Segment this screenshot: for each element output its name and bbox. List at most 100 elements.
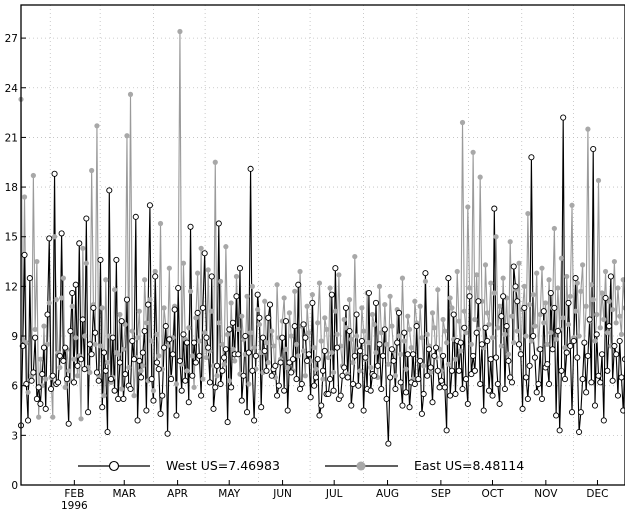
west-us-point: [339, 372, 346, 379]
west-us-point: [293, 376, 300, 383]
west-us-point: [379, 352, 387, 359]
west-us-point: [127, 385, 134, 393]
east-us-point: [396, 333, 402, 339]
west-us-point: [159, 392, 166, 399]
west-us-point: [567, 342, 574, 350]
east-us-point: [322, 315, 328, 321]
east-us-point: [195, 270, 201, 276]
east-us-point: [300, 348, 307, 354]
west-us-point: [365, 289, 372, 297]
west-us-point: [602, 294, 609, 302]
west-us-point: [178, 387, 185, 394]
west-us-point: [51, 170, 58, 177]
east-us-point: [445, 361, 451, 367]
west-us-point: [312, 374, 319, 381]
west-us-point: [473, 329, 480, 336]
east-us-point: [422, 278, 429, 285]
east-us-point: [318, 338, 324, 344]
east-us-point: [189, 353, 195, 359]
east-us-point: [574, 280, 580, 286]
west-us-point: [130, 356, 138, 363]
west-us-point: [316, 412, 323, 419]
west-us-point: [25, 417, 32, 424]
y-tick-label: 21: [5, 132, 18, 144]
x-tick-label: JUL: [325, 488, 343, 500]
west-us-point: [427, 364, 434, 371]
west-us-point: [397, 379, 404, 386]
east-us-point: [373, 349, 379, 356]
east-us-point: [134, 335, 141, 341]
west-us-point: [390, 357, 397, 364]
west-us-point: [118, 318, 125, 325]
west-us-point: [620, 407, 625, 414]
west-us-point: [526, 362, 533, 369]
east-us-point: [232, 358, 238, 364]
west-us-point: [491, 205, 498, 212]
west-us-point: [106, 187, 113, 194]
west-us-point: [512, 283, 519, 290]
east-us-point: [440, 316, 446, 323]
east-us-point: [419, 335, 425, 341]
east-us-point: [389, 323, 395, 329]
west-us-point: [157, 410, 164, 417]
west-us-point: [300, 321, 307, 328]
west-us-point: [432, 344, 440, 351]
west-us-point: [191, 339, 198, 346]
east-us-point: [196, 338, 202, 344]
east-us-point: [200, 376, 206, 382]
west-us-point: [588, 379, 595, 386]
west-us-point: [69, 289, 76, 297]
east-us-point: [555, 285, 561, 291]
west-us-point: [169, 351, 176, 358]
west-us-point: [212, 384, 219, 391]
west-us-point: [480, 407, 487, 414]
west-us-point: [362, 354, 369, 361]
east-us-point: [69, 303, 75, 309]
east-us-point: [583, 303, 589, 309]
west-us-point: [353, 311, 360, 318]
east-us-point: [138, 368, 144, 374]
east-us-point: [228, 300, 234, 306]
east-us-point: [41, 323, 47, 329]
east-us-point: [302, 373, 308, 379]
east-us-point: [166, 265, 172, 271]
west-us-point: [523, 374, 530, 381]
west-us-point: [180, 331, 187, 338]
gridlines: [21, 5, 625, 485]
legend-west-marker: [108, 460, 120, 472]
west-us-point: [517, 351, 524, 358]
y-tick-label: 24: [5, 83, 19, 95]
east-us-point: [92, 341, 98, 347]
west-us-point: [35, 384, 42, 391]
west-us-point: [116, 359, 123, 366]
east-us-point: [435, 287, 441, 293]
east-us-point: [528, 338, 535, 344]
west-us-point: [579, 376, 586, 383]
west-us-point: [259, 334, 267, 341]
east-us-point: [263, 340, 270, 346]
east-us-point: [442, 328, 448, 334]
west-us-point: [65, 420, 72, 427]
east-us-point: [590, 297, 596, 303]
east-us-point: [580, 262, 586, 268]
east-us-point: [288, 333, 294, 339]
east-us-point: [602, 268, 609, 275]
west-us-point: [238, 397, 245, 404]
x-tick-label: OCT: [481, 488, 504, 500]
east-us-point: [468, 341, 474, 347]
east-us-point: [120, 346, 127, 352]
west-us-point: [533, 389, 540, 396]
east-us-point: [357, 368, 363, 374]
west-us-point: [399, 402, 406, 409]
west-us-point: [441, 384, 448, 391]
east-us-point: [186, 325, 192, 331]
east-us-point: [283, 346, 289, 352]
east-us-point: [62, 384, 68, 390]
east-us-point: [219, 341, 225, 347]
west-us-point: [318, 402, 325, 409]
east-us-point: [94, 123, 100, 129]
east-us-point: [295, 353, 301, 359]
west-us-point: [371, 372, 378, 379]
east-us-point: [209, 308, 215, 314]
west-us-point: [563, 349, 570, 356]
